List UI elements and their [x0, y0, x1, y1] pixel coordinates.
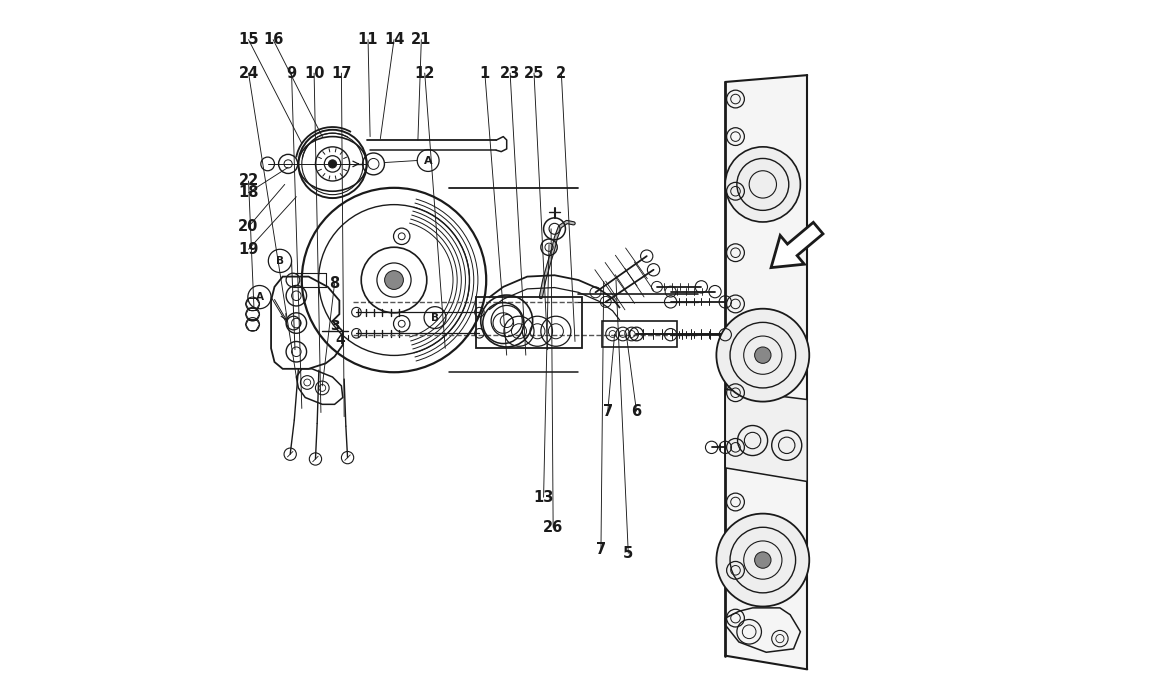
Text: 17: 17 — [331, 66, 352, 81]
Polygon shape — [726, 75, 807, 669]
Text: 2: 2 — [557, 66, 567, 81]
Text: 1: 1 — [480, 66, 490, 81]
Text: 14: 14 — [384, 32, 404, 47]
Bar — [476, 297, 582, 348]
Text: 13: 13 — [534, 490, 554, 505]
Text: 19: 19 — [238, 242, 259, 257]
Polygon shape — [726, 389, 807, 482]
Polygon shape — [772, 223, 823, 268]
Bar — [603, 321, 677, 347]
Text: A: A — [424, 156, 432, 165]
Text: 5: 5 — [623, 546, 634, 561]
Text: 8: 8 — [329, 276, 339, 291]
Circle shape — [754, 552, 770, 568]
Text: 18: 18 — [238, 185, 259, 200]
Text: 11: 11 — [358, 32, 378, 47]
Text: 7: 7 — [603, 404, 613, 419]
Text: 25: 25 — [524, 66, 544, 81]
Circle shape — [384, 270, 404, 290]
Text: 15: 15 — [238, 32, 259, 47]
Text: A: A — [255, 292, 263, 302]
Text: 23: 23 — [500, 66, 520, 81]
Text: 12: 12 — [414, 66, 435, 81]
Text: 26: 26 — [543, 520, 564, 535]
Text: 6: 6 — [631, 404, 642, 419]
Text: 3: 3 — [330, 320, 339, 333]
Text: 4: 4 — [336, 333, 346, 347]
Circle shape — [726, 147, 800, 222]
Circle shape — [716, 514, 810, 607]
Circle shape — [329, 160, 337, 168]
Text: 7: 7 — [596, 542, 606, 557]
Text: 16: 16 — [263, 32, 283, 47]
Text: B: B — [431, 313, 439, 322]
Circle shape — [754, 347, 770, 363]
Text: B: B — [276, 256, 284, 266]
Text: 9: 9 — [286, 66, 297, 81]
Text: 21: 21 — [412, 32, 431, 47]
Text: 24: 24 — [238, 66, 259, 81]
Text: 22: 22 — [238, 173, 259, 189]
Circle shape — [716, 309, 810, 402]
Text: 10: 10 — [304, 66, 324, 81]
Text: 20: 20 — [238, 219, 259, 234]
